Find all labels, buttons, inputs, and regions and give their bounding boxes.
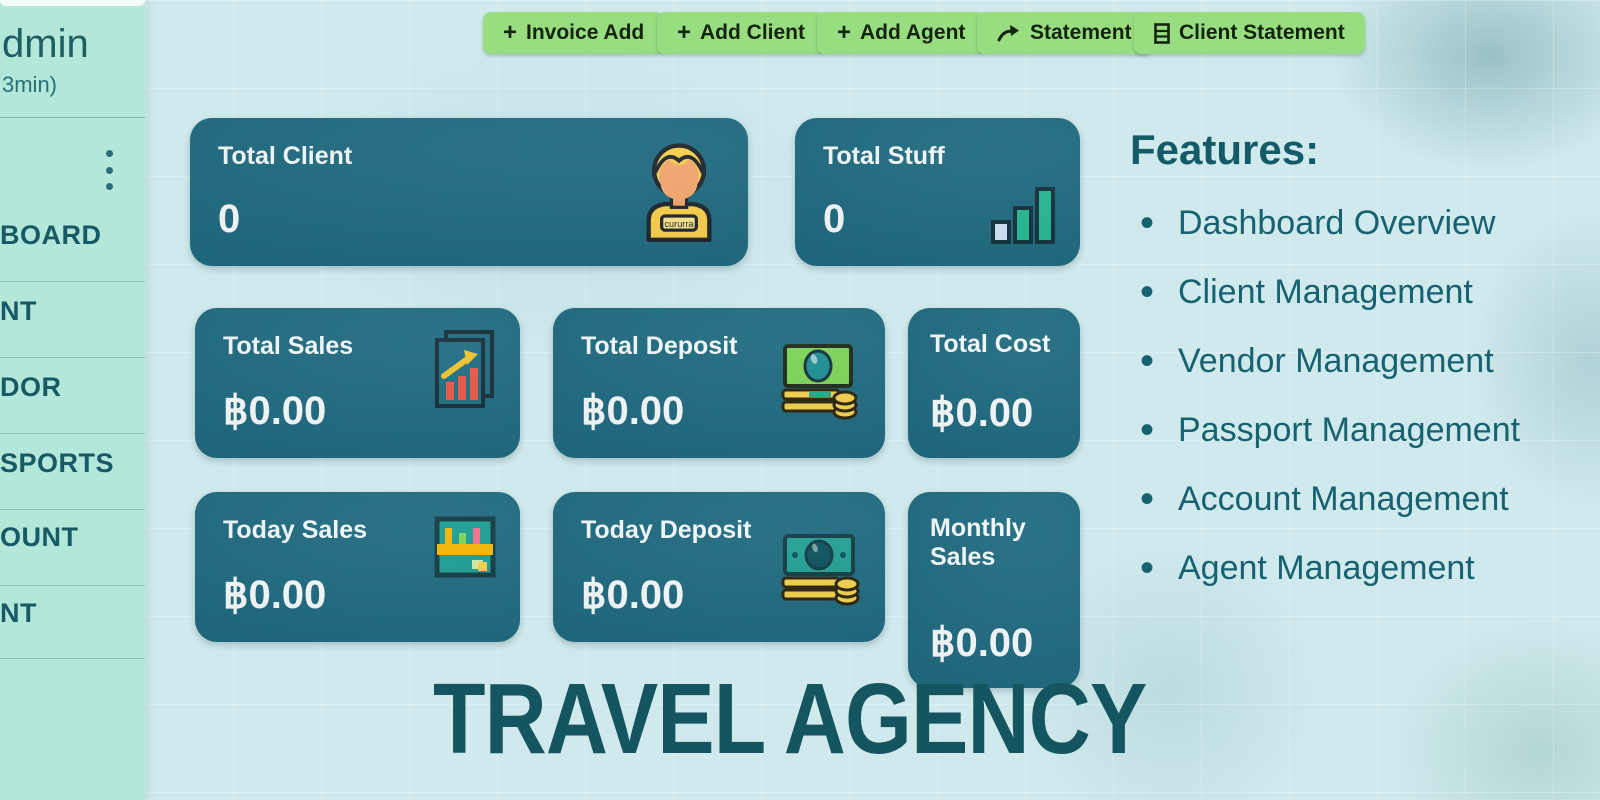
card-title: Total Sales — [223, 332, 354, 360]
card-value: 0 — [218, 197, 241, 241]
divider — [0, 509, 145, 510]
button-label: Add Client — [700, 21, 806, 44]
features-heading: Features: — [1130, 126, 1320, 173]
sidebar: dmin 3min) BOARD NT DOR SPORTS OUNT NT — [0, 0, 145, 800]
button-label: Invoice Add — [526, 21, 645, 44]
avatar-badge-text: cururra — [664, 219, 694, 229]
feature-item: Dashboard Overview — [1130, 201, 1600, 246]
card-today-sales: Today Sales ฿0.00 — [195, 492, 520, 642]
plus-icon: + — [503, 19, 518, 46]
card-total-sales: Total Sales ฿0.00 — [195, 308, 520, 458]
card-title: Total Cost — [930, 330, 1051, 358]
card-today-deposit: Today Deposit ฿0.00 — [553, 492, 885, 642]
kebab-menu-icon[interactable] — [99, 150, 119, 190]
button-label: Statement — [1030, 21, 1132, 44]
features-list: Dashboard Overview Client Management Ven… — [1130, 201, 1600, 591]
feature-item: Vendor Management — [1130, 339, 1600, 384]
money-icon-teal — [777, 534, 861, 611]
card-total-deposit: Total Deposit ฿0.00 — [553, 308, 885, 458]
card-monthly-sales: Monthly Sales ฿0.00 — [908, 492, 1080, 688]
sidebar-item-client[interactable]: NT — [0, 296, 37, 326]
sidebar-item-agent[interactable]: NT — [0, 598, 37, 628]
card-value: ฿0.00 — [223, 389, 327, 433]
card-value: ฿0.00 — [930, 391, 1034, 435]
card-title: Today Deposit — [581, 516, 752, 544]
add-client-button[interactable]: + Add Client — [657, 12, 826, 54]
card-title: Total Client — [218, 142, 353, 170]
page-title: TRAVEL AGENCY — [433, 663, 1147, 775]
sales-report-icon — [434, 330, 496, 417]
sidebar-user-meta: 3min) — [2, 72, 58, 97]
market-chart-icon — [434, 516, 496, 583]
feature-item: Agent Management — [1130, 546, 1600, 591]
money-icon — [779, 344, 859, 425]
card-title: Monthly Sales — [930, 514, 1026, 571]
plus-icon: + — [837, 19, 852, 46]
sidebar-item-vendor[interactable]: DOR — [0, 372, 62, 402]
divider — [0, 357, 145, 358]
add-agent-button[interactable]: + Add Agent — [817, 12, 986, 54]
sidebar-item-dashboard[interactable]: BOARD — [0, 220, 102, 250]
card-value: ฿0.00 — [581, 573, 685, 617]
divider — [0, 281, 145, 282]
card-total-client: Total Client 0 cururra — [190, 118, 748, 266]
divider — [0, 658, 145, 659]
divider — [0, 585, 145, 586]
card-value: ฿0.00 — [223, 573, 327, 617]
card-total-stuff: Total Stuff 0 — [795, 118, 1080, 266]
card-title: Total Stuff — [823, 142, 945, 170]
arrow-icon — [997, 24, 1021, 42]
card-title: Today Sales — [223, 516, 368, 544]
button-label: Client Statement — [1179, 21, 1345, 44]
feature-item: Client Management — [1130, 270, 1600, 315]
client-statement-button[interactable]: Client Statement — [1134, 12, 1365, 54]
feature-item: Account Management — [1130, 477, 1600, 522]
card-value: ฿0.00 — [930, 621, 1034, 665]
card-value: 0 — [823, 197, 846, 241]
features-section: Features: Dashboard Overview Client Mana… — [1130, 126, 1600, 618]
sidebar-user-name: dmin — [2, 22, 89, 66]
button-label: Add Agent — [860, 21, 966, 44]
statement-sheet-icon — [1154, 22, 1170, 44]
card-title: Total Deposit — [581, 332, 738, 360]
invoice-add-button[interactable]: + Invoice Add — [483, 12, 665, 54]
divider — [0, 117, 145, 118]
sidebar-item-passports[interactable]: SPORTS — [0, 448, 115, 478]
plus-icon: + — [677, 19, 692, 46]
statement-button[interactable]: Statement — [977, 12, 1152, 54]
sidebar-item-account[interactable]: OUNT — [0, 522, 79, 552]
divider — [0, 433, 145, 434]
feature-item: Passport Management — [1130, 408, 1600, 453]
card-value: ฿0.00 — [581, 389, 685, 433]
background-map-decoration — [1390, 620, 1600, 800]
sidebar-top-card-edge — [0, 0, 145, 6]
bar-chart-icon — [990, 183, 1056, 250]
client-avatar-icon: cururra — [640, 134, 718, 251]
card-total-cost: Total Cost ฿0.00 — [908, 308, 1080, 458]
